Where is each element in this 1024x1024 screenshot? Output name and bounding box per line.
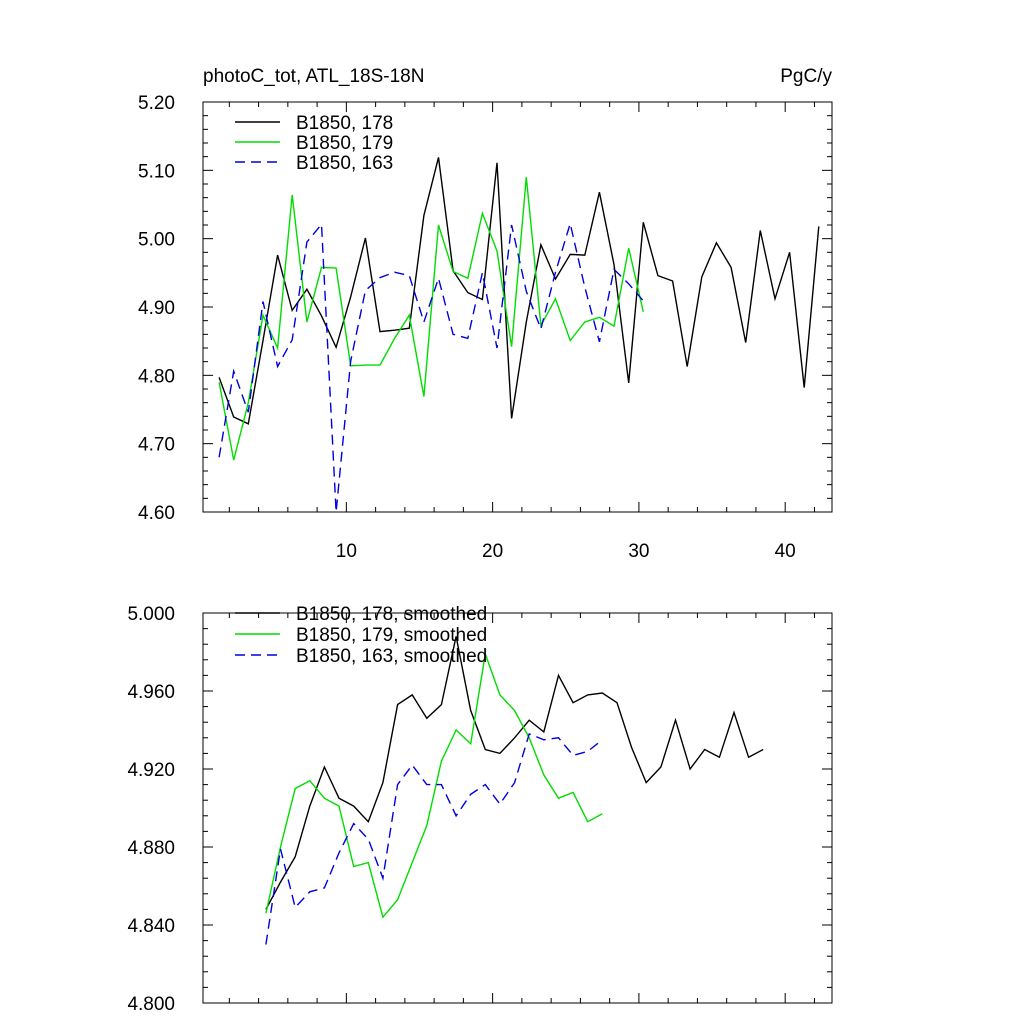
y-tick-label: 5.20 [138,93,175,114]
x-tick-label: 20 [482,541,503,562]
top-panel: photoC_tot, ATL_18S-18N PgC/y 4.604.704.… [138,66,833,562]
axis-ticks: 4.60 4.70 4.80 4.90 5.00 5.10 5.20 10 20 30 40 [138,93,832,562]
series-line [265,732,603,945]
y-tick-label: 5.000 [127,604,175,625]
chart-title-left: photoC_tot, ATL_18S-18N [203,66,424,87]
y-tick-label: 4.80 [138,366,175,387]
y-tick-label: 4.60 [138,503,175,524]
legend-label: B1850, 179 [296,133,393,154]
y-tick-label: 4.880 [127,838,175,859]
series-lines [218,157,820,513]
y-tick-label: 4.960 [127,682,175,703]
series-lines [265,636,764,945]
y-tick-label: 4.90 [138,298,175,319]
y-tick-label: 4.70 [138,435,175,456]
y-tick-label: 5.00 [138,230,175,251]
legend-label: B1850, 178, smoothed [296,604,487,625]
chart-title-right: PgC/y [780,66,832,87]
y-tick-label: 5.10 [138,161,175,182]
y-tick-label: 4.920 [127,760,175,781]
series-line [218,220,644,513]
series-line [218,177,644,461]
bottom-panel: 4.800 4.840 4.880 4.920 4.960 5.000 B1850, 17… [127,604,833,1015]
legend-label: B1850, 163, smoothed [296,646,487,667]
legend-label: B1850, 179, smoothed [296,625,487,646]
series-line [265,636,764,910]
y-tick-label: 4.840 [127,916,175,937]
series-line [218,157,820,425]
x-tick-label: 40 [775,541,796,562]
x-tick-label: 30 [628,541,649,562]
y-tick-label: 4.800 [127,994,175,1015]
axis-ticks: 4.800 4.840 4.880 4.920 4.960 5.000 [127,604,832,1015]
legend-label: B1850, 163 [296,153,393,174]
legend-label: B1850, 178 [296,113,393,134]
plot-frame [202,612,833,1004]
series-line [265,653,603,919]
x-tick-label: 10 [336,541,357,562]
